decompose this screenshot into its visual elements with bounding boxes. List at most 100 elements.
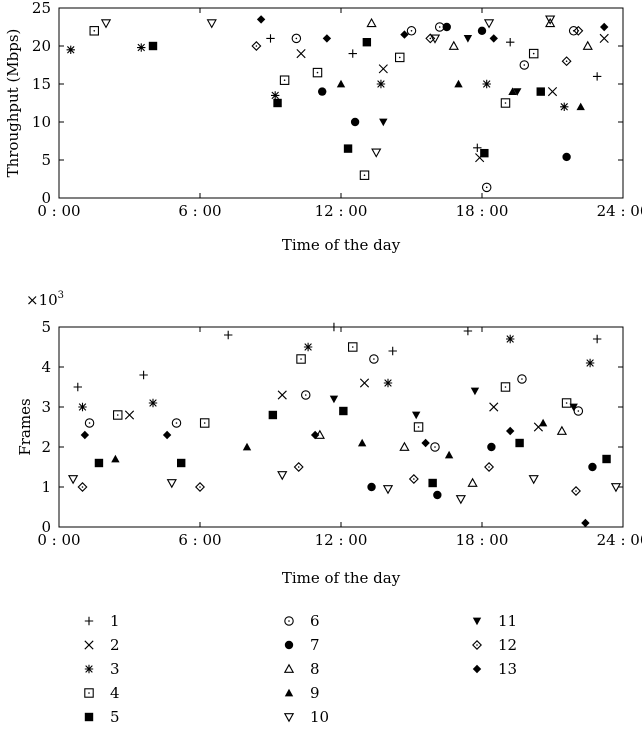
throughput-point-series-1	[506, 38, 515, 47]
frames-y-tick-label: 4	[41, 358, 51, 376]
legend-marker-9	[284, 688, 294, 697]
throughput-point-series-10	[483, 19, 495, 29]
frames-point-series-11	[470, 387, 480, 396]
legend-item-7: 7	[282, 636, 320, 654]
throughput-y-tick-label: 10	[32, 113, 51, 131]
throughput-point-series-2	[378, 64, 388, 74]
legend-label: 4	[110, 684, 120, 702]
frames-x-tick-label: 0 : 00	[37, 531, 80, 549]
frames-point-series-2	[359, 378, 370, 388]
frames-y-tick-label: 0	[41, 518, 51, 536]
frames-point-series-9	[242, 442, 252, 451]
frames-point-series-8	[467, 477, 478, 487]
filled-triangle-up-icon	[284, 688, 294, 697]
throughput-y-ticks: 0 5 10 15 20 25	[32, 0, 623, 207]
frames-x-axis-label: Time of the day	[282, 569, 401, 587]
open-triangle-down-icon	[283, 713, 295, 723]
throughput-point-series-6	[481, 182, 492, 193]
frames-point-series-11	[412, 411, 421, 420]
throughput-point-series-3	[482, 79, 491, 89]
throughput-x-tick-label: 24 : 00	[597, 202, 642, 220]
frames-point-series-7	[433, 490, 442, 500]
legend-marker-13	[472, 664, 482, 674]
throughput-x-tick-label: 12 : 00	[315, 202, 368, 220]
frames-point-series-12	[408, 474, 419, 484]
frames-point-series-2	[124, 410, 135, 420]
legend-item-2: 2	[82, 636, 120, 654]
throughput-point-series-4	[528, 48, 539, 59]
legend-marker-1	[84, 616, 94, 626]
frames-point-series-4	[113, 410, 123, 420]
frames-point-series-5	[515, 438, 524, 448]
throughput-plot-frame	[58, 7, 624, 199]
throughput-y-tick-label: 5	[41, 151, 51, 169]
throughput-point-series-3	[137, 43, 146, 52]
throughput-point-series-5	[343, 144, 353, 153]
frames-point-series-5	[339, 406, 348, 416]
throughput-point-series-12	[573, 25, 584, 36]
frames-point-series-3	[78, 402, 87, 412]
legend-marker-8	[283, 663, 295, 673]
throughput-point-series-10	[371, 148, 382, 158]
frames-multiplier-exponent: 3	[58, 290, 64, 301]
legend-marker-3	[84, 664, 94, 674]
frames-point-series-6	[369, 354, 379, 364]
legend-label: 13	[498, 660, 518, 678]
throughput-point-series-1	[266, 34, 275, 43]
frames-point-series-1	[139, 370, 148, 380]
frames-point-series-6	[573, 406, 584, 416]
frames-x-tick-label: 24 : 00	[597, 531, 642, 549]
throughput-point-series-9	[336, 79, 346, 88]
frames-x-tick-label: 18 : 00	[456, 531, 509, 549]
frames-point-series-10	[455, 495, 466, 505]
throughput-point-series-13	[600, 22, 609, 32]
frames-point-series-13	[506, 426, 515, 436]
throughput-point-series-4	[89, 26, 100, 36]
throughput-point-series-8	[545, 17, 556, 28]
legend-item-10: 10	[282, 708, 329, 726]
legend-item-1: 1	[82, 612, 120, 630]
throughput-point-series-13	[256, 15, 266, 24]
frames-point-series-10	[610, 483, 622, 493]
frames-point-series-12	[77, 482, 88, 492]
throughput-point-series-5	[362, 38, 372, 47]
throughput-y-tick-label: 25	[32, 0, 51, 17]
cross-icon	[84, 640, 94, 650]
legend-item-6: 6	[282, 612, 320, 630]
throughput-point-series-13	[400, 30, 409, 39]
legend-marker-12	[472, 640, 482, 650]
square-dot-icon	[84, 688, 94, 698]
filled-circle-icon	[284, 640, 294, 650]
throughput-point-series-5	[480, 148, 489, 158]
legend-marker-7	[284, 640, 294, 650]
legend-marker-11	[472, 617, 482, 626]
frames-x-tick-label: 6 : 00	[178, 531, 221, 549]
frames-point-series-6	[300, 390, 311, 400]
frames-y-tick-label: 2	[41, 438, 51, 456]
legend-marker-4	[84, 688, 94, 698]
frames-y-axis-label: Frames	[16, 398, 34, 455]
diamond-dot-icon	[472, 640, 482, 650]
frames-point-series-4	[413, 422, 424, 432]
throughput-point-series-8	[366, 17, 377, 28]
frames-point-series-10	[166, 479, 177, 489]
throughput-point-series-4	[312, 67, 323, 78]
throughput-point-series-6	[406, 26, 417, 36]
frames-point-series-12	[484, 462, 495, 472]
frames-point-series-9	[538, 418, 548, 427]
legend: 1 2 3 4 5 6 7 8 9 10 11 12 13	[0, 612, 642, 740]
legend-item-5: 5	[82, 708, 120, 726]
throughput-point-series-3	[271, 91, 280, 100]
frames-point-series-3	[383, 378, 393, 388]
legend-marker-2	[84, 640, 94, 650]
frames-point-series-1	[592, 334, 602, 344]
frames-points	[67, 322, 622, 528]
throughput-y-axis-label: Throughput (Mbps)	[4, 29, 22, 178]
legend-label: 12	[498, 636, 518, 654]
star-icon	[84, 664, 94, 674]
legend-label: 11	[498, 612, 518, 630]
frames-point-series-3	[148, 398, 158, 408]
legend-item-9: 9	[282, 684, 320, 702]
frames-point-series-1	[329, 322, 339, 332]
